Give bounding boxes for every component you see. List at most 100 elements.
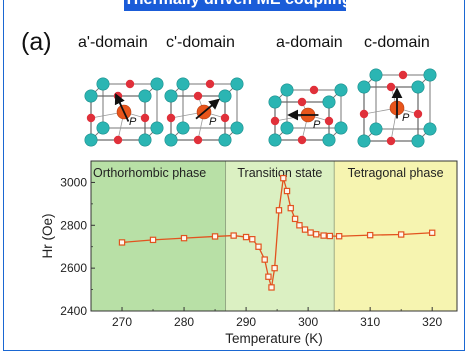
corner-atom — [369, 68, 383, 82]
corner-atom — [322, 133, 336, 147]
corner-atom — [218, 89, 232, 103]
oxygen-atom — [413, 109, 423, 119]
oxygen-atom — [166, 113, 176, 123]
banner-title: Thermally driven ME coupling — [124, 0, 346, 9]
polarization-label: P — [129, 116, 137, 128]
corner-atom — [218, 133, 232, 147]
oxygen-atom — [205, 79, 215, 89]
corner-atom — [423, 122, 437, 136]
domain-label-c-prime: c'-domain — [166, 34, 235, 51]
corner-atom — [96, 121, 110, 135]
data-point — [296, 222, 303, 229]
domain-label-a: a-domain — [276, 34, 343, 51]
oxygen-atom — [297, 97, 307, 107]
oxygen-atom — [86, 113, 96, 123]
corner-atom — [357, 80, 371, 94]
corner-atom — [268, 133, 282, 147]
oxygen-atom — [125, 79, 135, 89]
data-point — [280, 174, 287, 182]
corner-atom — [280, 121, 294, 135]
region-orthorhombic — [91, 161, 226, 311]
corner-atom — [138, 89, 152, 103]
data-point — [211, 233, 219, 240]
corner-atom — [230, 77, 244, 91]
oxygen-atom — [359, 109, 369, 119]
domain-label-a-prime: a'-domain — [78, 34, 148, 51]
oxygen-atom — [309, 85, 319, 95]
data-point — [312, 231, 320, 238]
panel-frame — [3, 0, 465, 351]
corner-atom — [322, 95, 336, 109]
data-point — [326, 232, 334, 240]
data-point — [261, 256, 268, 263]
x-tick-label: 280 — [174, 315, 194, 329]
oxygen-atom — [193, 91, 203, 101]
polarization-label: P — [313, 119, 321, 131]
corner-atom — [411, 80, 425, 94]
oxygen-atom — [297, 135, 307, 145]
oxygen-atom — [220, 113, 230, 123]
data-point — [265, 273, 272, 280]
data-point — [335, 233, 343, 240]
data-point — [307, 229, 314, 236]
corner-atom — [411, 134, 425, 148]
corner-atom — [84, 89, 98, 103]
y-axis-label: Hr (Oe) — [40, 214, 55, 259]
oxygen-atom — [270, 116, 280, 126]
corner-atom — [176, 77, 190, 91]
unit-cell: P — [268, 83, 348, 147]
corner-atom — [230, 121, 244, 135]
corner-atom — [138, 133, 152, 147]
data-point — [428, 229, 436, 236]
panel-label: (a) — [21, 28, 52, 56]
y-tick-label: 2400 — [60, 304, 87, 318]
corner-atom — [84, 133, 98, 147]
corner-atom — [96, 77, 110, 91]
y-tick-label: 2800 — [60, 218, 87, 232]
x-tick-label: 300 — [298, 315, 318, 329]
oxygen-atom — [324, 116, 334, 126]
corner-atom — [268, 95, 282, 109]
data-point — [291, 215, 299, 223]
oxygen-atom — [140, 113, 150, 123]
plot-frame — [90, 160, 458, 312]
x-tick-label: 310 — [360, 315, 380, 329]
unit-cell: P — [164, 77, 244, 147]
data-point — [180, 234, 188, 242]
polarization-arrow — [195, 98, 220, 120]
corner-atom — [280, 83, 294, 97]
data-point — [249, 236, 256, 243]
polarization-label: P — [209, 116, 217, 128]
data-point — [275, 207, 283, 214]
data-point — [301, 226, 309, 233]
region-transition-label: Transition state — [237, 166, 322, 180]
oxygen-atom — [193, 135, 203, 145]
region-orthorhombic-label: Orthorhombic phase — [93, 166, 206, 180]
oxygen-atom — [113, 135, 123, 145]
data-point — [255, 243, 262, 250]
oxygen-atom — [386, 136, 396, 146]
data-point — [287, 204, 294, 212]
corner-atom — [357, 134, 371, 148]
polarization-label: P — [402, 112, 410, 124]
data-point — [397, 231, 405, 238]
corner-atom — [150, 121, 164, 135]
corner-atom — [423, 68, 437, 82]
corner-atom — [164, 133, 178, 147]
region-tetragonal-label: Tetragonal phase — [348, 166, 444, 180]
x-tick-label: 290 — [236, 315, 256, 329]
y-tick-label: 2600 — [60, 261, 87, 275]
data-point — [230, 232, 237, 239]
corner-atom — [334, 83, 348, 97]
data-point — [149, 236, 157, 244]
x-tick-label: 270 — [112, 315, 132, 329]
y-tick-label: 3000 — [60, 175, 87, 189]
data-point — [242, 233, 250, 241]
data-point — [118, 239, 126, 246]
unit-cell: P — [84, 77, 164, 147]
x-axis-label: Temperature (K) — [225, 331, 323, 346]
domain-label-c: c-domain — [364, 34, 430, 51]
